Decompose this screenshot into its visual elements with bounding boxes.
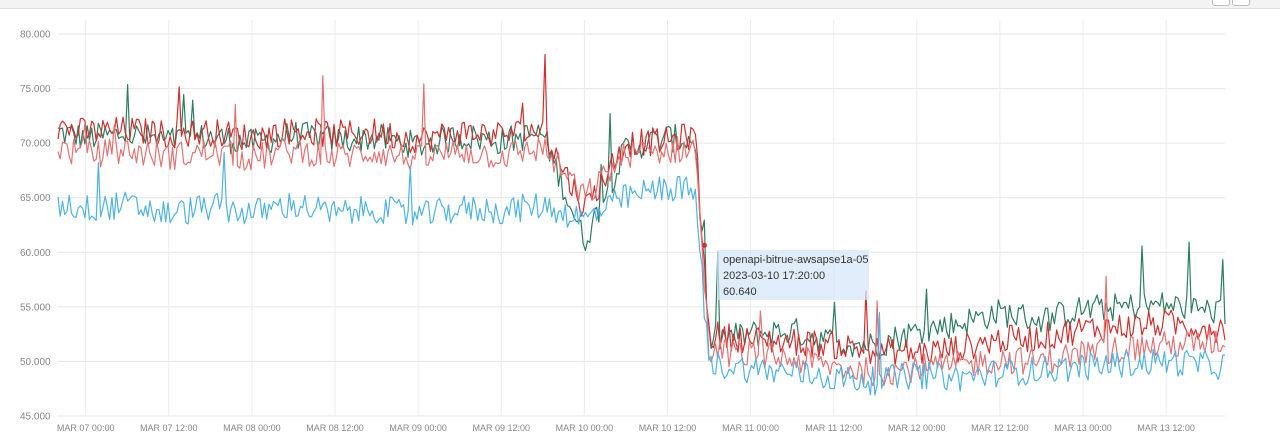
y-tick-label: 70.000 [20,139,51,150]
x-tick-label: MAR 11 00:00 [722,423,779,433]
x-tick-label: MAR 09 12:00 [472,423,530,433]
x-tick-label: MAR 13 12:00 [1137,423,1195,433]
y-tick-label: 50.000 [20,357,51,368]
panel-control-button[interactable] [1232,0,1250,6]
x-tick-label: MAR 12 12:00 [971,423,1029,433]
x-tick-label: MAR 08 00:00 [223,423,281,433]
y-tick-label: 60.000 [20,248,51,259]
y-tick-label: 65.000 [20,193,51,204]
x-tick-label: MAR 10 00:00 [556,423,614,433]
x-tick-label: MAR 13 00:00 [1054,423,1112,433]
panel-control-button[interactable] [1212,0,1230,6]
x-tick-label: MAR 12 00:00 [888,423,946,433]
y-tick-label: 75.000 [20,84,51,95]
panel-header-strip [0,0,1280,9]
x-axis-ticks: MAR 07 00:00 MAR 07 12:00 MAR 08 00:00 MAR … [57,423,1195,433]
grid-lines [58,20,1225,417]
x-tick-label: MAR 07 00:00 [57,423,115,433]
x-tick-label: MAR 11 12:00 [805,423,862,433]
series-line [57,75,1226,387]
series-line [57,151,1226,396]
series-line [57,53,1226,366]
y-tick-label: 55.000 [20,302,51,313]
series-line [57,83,1226,358]
x-tick-label: MAR 10 12:00 [639,423,697,433]
tooltip-series-name: openapi-bitrue-awsapse1a-05 [723,254,869,266]
hover-point [701,242,707,248]
y-axis-ticks: 80.000 75.000 70.000 65.000 60.000 55.000 50.0… [20,30,51,423]
series-lines [57,53,1226,396]
hover-tooltip: openapi-bitrue-awsapse1a-05 2023-03-10 1… [717,250,869,300]
x-tick-label: MAR 08 12:00 [306,423,364,433]
tooltip-timestamp: 2023-03-10 17:20:00 [723,270,826,282]
hover-marker [701,242,707,248]
y-tick-label: 80.000 [20,30,51,41]
x-tick-label: MAR 07 12:00 [140,423,198,433]
tooltip-value: 60.640 [723,286,757,298]
x-tick-label: MAR 09 00:00 [389,423,447,433]
y-tick-label: 45.000 [20,412,51,423]
